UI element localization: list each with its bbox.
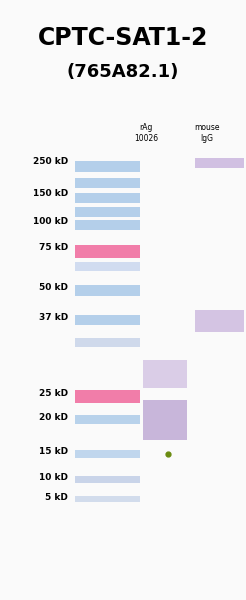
Bar (75, 450, 140, 458)
Text: CPTC-SAT1-2: CPTC-SAT1-2 (38, 26, 208, 50)
Text: 150 kD: 150 kD (33, 190, 68, 199)
Text: 75 kD: 75 kD (39, 244, 68, 253)
Text: mouse
IgG: mouse IgG (194, 124, 219, 143)
Bar (75, 245, 140, 258)
Bar (75, 476, 140, 483)
Bar (75, 390, 140, 403)
Text: 15 kD: 15 kD (39, 448, 68, 457)
Bar (75, 338, 140, 347)
Bar (75, 285, 140, 296)
Bar (195, 158, 244, 168)
Bar (75, 315, 140, 325)
Text: 10 kD: 10 kD (39, 473, 68, 482)
Bar (195, 310, 244, 332)
Text: rAg
10026: rAg 10026 (134, 124, 158, 143)
Text: 50 kD: 50 kD (39, 283, 68, 292)
Bar (75, 207, 140, 217)
Bar (75, 161, 140, 172)
Bar (75, 193, 140, 203)
Text: 250 kD: 250 kD (33, 157, 68, 166)
Text: 100 kD: 100 kD (33, 217, 68, 226)
Bar (75, 220, 140, 230)
Text: 5 kD: 5 kD (45, 493, 68, 503)
Text: 20 kD: 20 kD (39, 413, 68, 422)
Bar (75, 178, 140, 188)
Bar (75, 415, 140, 424)
Text: (765A82.1): (765A82.1) (67, 63, 179, 81)
Bar (143, 400, 187, 440)
Text: 37 kD: 37 kD (39, 313, 68, 323)
Bar (75, 262, 140, 271)
Bar (143, 360, 187, 388)
Text: 25 kD: 25 kD (39, 389, 68, 397)
Bar (75, 496, 140, 502)
